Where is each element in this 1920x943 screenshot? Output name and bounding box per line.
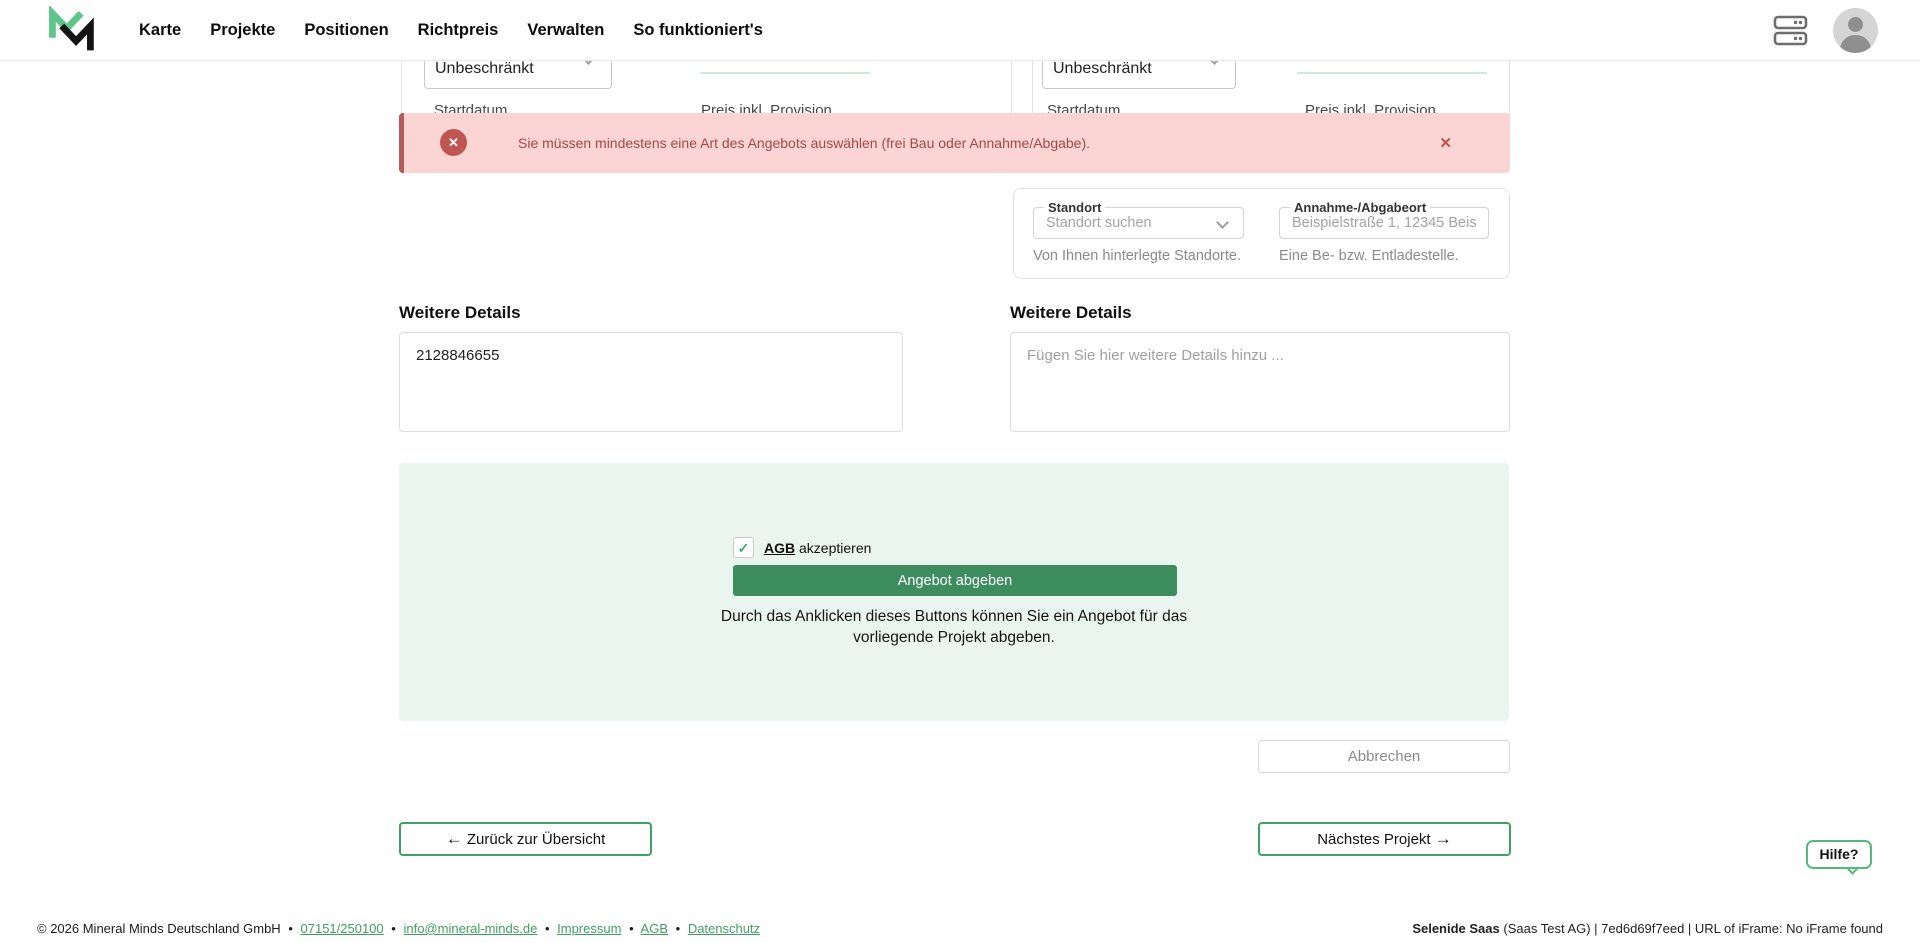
agb-label-rest: akzeptieren — [795, 539, 872, 556]
footer-separator: • — [391, 921, 396, 936]
befahrbarkeit-value: Unbeschränkt — [435, 60, 534, 77]
nav-item-so-funktionierts[interactable]: So funktioniert's — [633, 21, 763, 39]
back-button-label: Zurück zur Übersicht — [466, 831, 606, 848]
footer-status-rest: (Saas Test AG) | 7ed6d69f7eed | URL of i… — [1499, 921, 1883, 936]
footer-separator: • — [675, 921, 681, 936]
agb-link[interactable]: AGB — [764, 539, 796, 556]
befahrbarkeit-value: Unbeschränkt — [1053, 60, 1152, 77]
error-circle-icon: ✕ — [440, 129, 467, 156]
footer-status: Selenide Saas (Saas Test AG) | 7ed6d69f7… — [1412, 921, 1883, 936]
next-project-button[interactable]: Nächstes Projekt → — [1258, 822, 1511, 856]
nav-item-karte[interactable]: Karte — [139, 21, 182, 39]
offer-info-line1: Durch das Anklicken dieses Buttons könne… — [720, 608, 1188, 625]
offer-panel: ✓ AGB akzeptieren Angebot abgeben Durch … — [399, 463, 1509, 721]
details-textarea-left[interactable]: 2128846655 — [399, 332, 903, 432]
mineral-minds-logo-icon[interactable] — [44, 6, 98, 56]
agb-checkbox[interactable]: ✓ — [733, 537, 754, 558]
avatar-head — [1848, 17, 1863, 32]
alert-close-icon[interactable]: ✕ — [1439, 135, 1452, 152]
agb-row: ✓ AGB akzeptieren — [733, 537, 871, 558]
nav-item-positionen[interactable]: Positionen — [304, 21, 389, 39]
server-stack-icon[interactable] — [1773, 15, 1809, 47]
nav-item-projekte[interactable]: Projekte — [210, 21, 276, 39]
footer-agb-link[interactable]: AGB — [640, 921, 668, 936]
details-textarea-right[interactable] — [1010, 332, 1510, 432]
location-card: Standort Standort suchen Von Ihnen hinte… — [1013, 188, 1510, 279]
footer-email-link[interactable]: info@mineral-minds.de — [403, 921, 538, 936]
footer: © 2026 Mineral Minds Deutschland GmbH • … — [0, 913, 1920, 943]
error-alert: ✕ Sie müssen mindestens eine Art des Ang… — [399, 113, 1510, 173]
footer-separator: • — [544, 921, 550, 936]
abgabeort-helper: Eine Be- bzw. Entladestelle. — [1279, 248, 1459, 264]
footer-datenschutz-link[interactable]: Datenschutz — [687, 921, 761, 936]
footer-left: © 2026 Mineral Minds Deutschland GmbH • … — [37, 921, 760, 936]
arrow-right-icon: → — [1434, 829, 1452, 848]
price-slider-track — [1297, 72, 1487, 74]
standort-label: Standort — [1044, 200, 1106, 215]
footer-separator: • — [629, 921, 634, 936]
user-avatar[interactable] — [1833, 8, 1878, 53]
nav-item-richtpreis[interactable]: Richtpreis — [417, 21, 499, 39]
footer-copyright: © 2026 Mineral Minds Deutschland GmbH — [37, 921, 281, 936]
next-button-label: Nächstes Projekt — [1317, 831, 1431, 848]
alert-message: Sie müssen mindestens eine Art des Angeb… — [518, 135, 1091, 151]
help-button[interactable]: Hilfe? — [1806, 840, 1872, 869]
alert-accent-bar — [399, 113, 404, 173]
details-title-left: Weitere Details — [399, 303, 521, 322]
header-icons — [1773, 0, 1878, 61]
arrow-left-icon: ← — [445, 829, 463, 848]
footer-separator: • — [288, 921, 293, 936]
standort-helper: Von Ihnen hinterlegte Standorte. — [1033, 248, 1241, 264]
standort-select[interactable]: Standort Standort suchen — [1033, 200, 1244, 239]
abgabeort-field: Annahme-/Abgabeort — [1279, 200, 1489, 239]
avatar-body — [1840, 35, 1871, 53]
details-title-right: Weitere Details — [1010, 303, 1132, 322]
submit-offer-button[interactable]: Angebot abgeben — [733, 565, 1177, 596]
footer-impressum-link[interactable]: Impressum — [557, 921, 622, 936]
footer-phone-link[interactable]: 07151/250100 — [300, 921, 384, 936]
nav-item-verwalten[interactable]: Verwalten — [527, 21, 605, 39]
chevron-down-icon — [1216, 216, 1229, 229]
standort-placeholder: Standort suchen — [1046, 215, 1152, 231]
offer-info-text: Durch das Anklicken dieses Buttons könne… — [684, 606, 1224, 648]
cancel-button[interactable]: Abbrechen — [1258, 740, 1510, 773]
abgabeort-input[interactable] — [1280, 208, 1488, 238]
back-to-overview-button[interactable]: ← Zurück zur Übersicht — [399, 822, 652, 856]
agb-label: AGB akzeptieren — [764, 540, 871, 556]
price-slider-track — [700, 72, 870, 74]
footer-company: Selenide Saas — [1412, 921, 1500, 936]
top-navbar: Karte Projekte Positionen Richtpreis Ver… — [0, 0, 1920, 61]
offer-info-line2: vorliegende Projekt abgeben. — [853, 629, 1055, 646]
main-nav: Karte Projekte Positionen Richtpreis Ver… — [139, 0, 763, 61]
